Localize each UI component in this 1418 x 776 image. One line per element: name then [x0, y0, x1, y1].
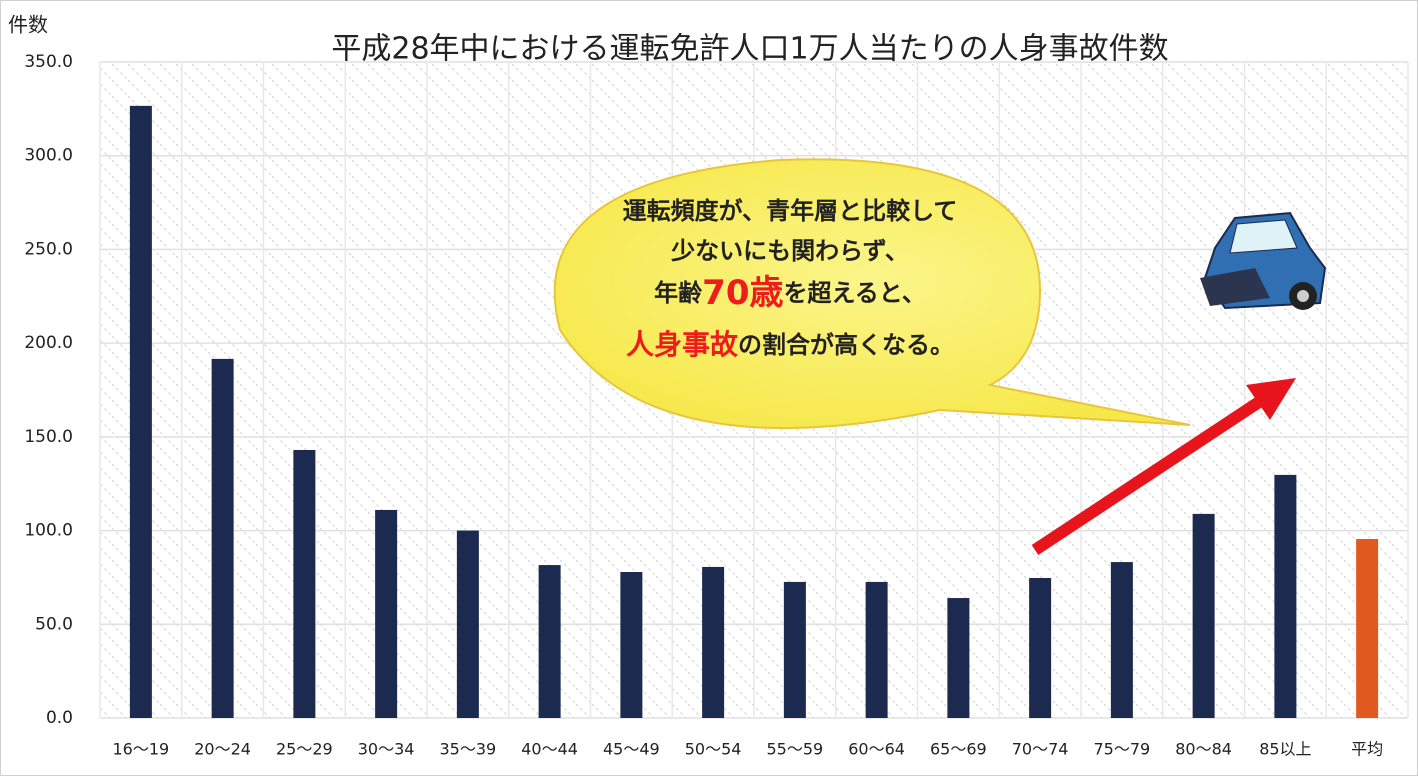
y-tick-label: 300.0	[24, 146, 73, 166]
y-axis-label: 件数	[8, 13, 48, 37]
bar	[783, 581, 806, 718]
x-tick-label: 55〜59	[767, 740, 824, 759]
arrow-shaft	[1031, 394, 1266, 556]
car-hood	[1200, 268, 1270, 306]
car-icon	[1200, 211, 1327, 310]
chart-title: 平成28年中における運転免許人口1万人当たりの人身事故件数	[331, 32, 1168, 67]
callout-segment: を超えると、	[784, 279, 926, 307]
car-hub	[1297, 290, 1309, 302]
bar	[293, 449, 316, 718]
bar	[702, 566, 725, 718]
bar	[620, 571, 643, 718]
bar	[375, 509, 398, 718]
bar	[1192, 513, 1215, 718]
bar	[538, 565, 561, 718]
trend-arrow	[1031, 378, 1296, 556]
x-tick-label: 30〜34	[358, 740, 415, 759]
bar	[947, 598, 970, 718]
callout-segment: 運転頻度が、青年層と比較して	[623, 197, 958, 225]
bar	[865, 581, 888, 718]
callout-segment: 人身事故	[626, 328, 738, 361]
callout-segment: 70歳	[702, 273, 783, 313]
bar	[129, 105, 152, 719]
y-tick-label: 150.0	[24, 427, 73, 447]
x-tick-label: 60〜64	[848, 740, 905, 759]
callout-segment: 年齢	[654, 279, 703, 307]
bar	[211, 358, 234, 718]
callout-line: 人身事故の割合が高くなる。	[626, 328, 954, 361]
bars	[129, 105, 1379, 719]
y-tick-label: 50.0	[35, 614, 73, 634]
x-tick-label: 45〜49	[603, 740, 660, 759]
callout-text: 運転頻度が、青年層と比較して少ないにも関わらず、年齢70歳を超えると、人身事故の…	[623, 197, 958, 361]
x-tick-label: 25〜29	[276, 740, 333, 759]
x-tick-label: 平均	[1351, 740, 1383, 759]
x-tick-label: 35〜39	[440, 740, 497, 759]
x-tick-label: 65〜69	[930, 740, 987, 759]
y-tick-label: 250.0	[24, 239, 73, 259]
x-tick-label: 40〜44	[521, 740, 578, 759]
x-tick-label: 75〜79	[1094, 740, 1151, 759]
y-tick-label: 350.0	[24, 52, 73, 72]
callout-line: 運転頻度が、青年層と比較して	[623, 197, 958, 225]
x-tick-label: 70〜74	[1012, 740, 1069, 759]
car-window	[1229, 219, 1298, 254]
arrow-head	[1246, 378, 1296, 420]
callout-line: 年齢70歳を超えると、	[654, 273, 926, 313]
y-tick-label: 200.0	[24, 333, 73, 353]
callout-line: 少ないにも関わらず、	[670, 237, 909, 265]
bar	[1356, 539, 1379, 718]
x-tick-label: 80〜84	[1175, 740, 1232, 759]
bar	[1110, 562, 1133, 718]
callout-bubble	[553, 158, 1191, 429]
callout-segment: の割合が高くなる。	[738, 331, 954, 359]
bar	[1274, 474, 1297, 718]
bar	[456, 530, 479, 718]
callout-shape	[553, 158, 1191, 429]
y-tick-label: 0.0	[46, 708, 73, 728]
bar	[1029, 577, 1052, 718]
x-tick-label: 50〜54	[685, 740, 742, 759]
x-tick-label: 20〜24	[194, 740, 251, 759]
x-tick-label: 16〜19	[113, 740, 170, 759]
callout-segment: 少ないにも関わらず、	[670, 237, 909, 265]
y-tick-label: 100.0	[24, 521, 73, 541]
x-tick-label: 85以上	[1259, 740, 1311, 759]
